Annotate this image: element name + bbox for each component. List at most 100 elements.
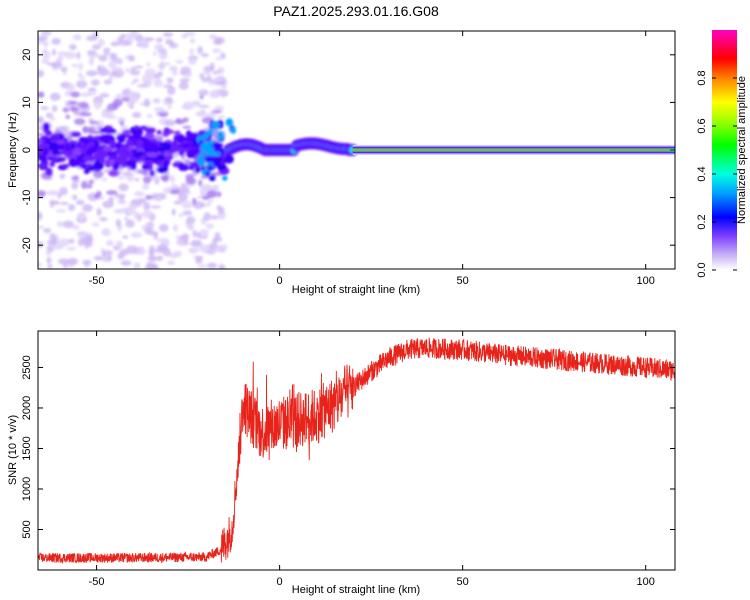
spectral-blob <box>52 145 59 153</box>
chart-title: PAZ1.2025.293.01.16.G08 <box>273 3 439 19</box>
noise-blob <box>49 116 56 121</box>
spectral-blob <box>141 163 149 170</box>
noise-blob <box>38 262 42 268</box>
noise-blob <box>141 210 153 219</box>
noise-blob <box>87 87 97 91</box>
noise-blob <box>46 250 52 257</box>
noise-blob <box>84 241 93 247</box>
noise-blob <box>178 193 188 202</box>
noise-blob <box>62 107 70 113</box>
noise-blob <box>188 58 197 65</box>
spectral-blob <box>70 143 76 149</box>
noise-blob <box>208 199 214 203</box>
noise-blob <box>103 168 111 173</box>
spectral-blob <box>50 138 58 143</box>
spectral-blob <box>204 156 215 162</box>
noise-blob <box>115 240 124 249</box>
noise-blob <box>151 192 157 201</box>
spectral-blob <box>45 130 52 137</box>
noise-blob <box>158 223 169 232</box>
x-tick-label: 0 <box>277 275 283 287</box>
noise-blob <box>216 191 222 198</box>
spectral-blob <box>176 133 185 143</box>
noise-blob <box>141 73 154 83</box>
noise-blob <box>96 207 102 217</box>
spectral-blob <box>212 151 221 157</box>
noise-blob <box>68 100 77 105</box>
noise-blob <box>156 255 164 262</box>
spectral-blob <box>83 169 90 175</box>
noise-blob <box>72 225 80 230</box>
spectral-blob <box>41 154 47 163</box>
noise-blob <box>86 49 97 55</box>
noise-blob <box>148 266 155 269</box>
noise-blob <box>218 264 226 269</box>
noise-blob <box>210 215 219 220</box>
noise-blob <box>200 77 211 83</box>
noise-blob <box>186 216 196 225</box>
noise-blob <box>202 195 211 201</box>
spectral-blob <box>199 151 205 161</box>
noise-blob <box>120 207 132 213</box>
noise-blob <box>102 250 113 256</box>
noise-blob <box>165 96 173 104</box>
noise-blob <box>188 221 194 230</box>
noise-blob <box>42 50 51 60</box>
spectral-blob <box>136 147 145 152</box>
spectral-blob <box>136 139 144 148</box>
spectral-blob <box>99 134 110 143</box>
noise-blob <box>49 200 60 204</box>
noise-blob <box>156 244 168 251</box>
noise-blob <box>57 51 69 56</box>
noise-blob <box>189 48 195 55</box>
noise-blob <box>116 200 127 205</box>
noise-blob <box>126 174 135 182</box>
noise-blob <box>101 228 112 237</box>
noise-blob <box>214 105 225 112</box>
noise-blob <box>199 244 211 254</box>
noise-blob <box>38 241 45 248</box>
noise-blob <box>82 204 93 212</box>
spectral-blob <box>159 141 167 146</box>
spectral-blob <box>174 130 181 136</box>
spectral-blob <box>83 138 91 144</box>
noise-blob <box>98 54 108 62</box>
spectral-blob <box>163 127 171 135</box>
spectral-blob <box>108 170 119 177</box>
noise-blob <box>47 189 60 196</box>
noise-blob <box>80 181 89 189</box>
spectral-blob <box>143 159 155 165</box>
spectral-blob <box>208 164 213 171</box>
noise-blob <box>164 119 176 127</box>
noise-blob <box>181 201 193 209</box>
noise-blob <box>158 50 168 60</box>
noise-blob <box>90 79 100 86</box>
spectral-blob <box>107 141 116 146</box>
noise-blob <box>80 92 91 98</box>
spectral-blob <box>65 150 74 157</box>
noise-blob <box>206 262 218 269</box>
noise-blob <box>173 250 183 258</box>
noise-blob <box>42 31 48 38</box>
noise-blob <box>38 211 43 221</box>
spectral-blob <box>207 128 214 135</box>
noise-blob <box>101 177 108 182</box>
noise-blob <box>157 62 166 70</box>
noise-blob <box>198 179 203 187</box>
noise-blob <box>147 255 157 262</box>
spectral-blob <box>163 151 172 157</box>
spectral-blob <box>230 127 237 134</box>
spectral-blob <box>210 121 221 128</box>
noise-blob <box>51 61 63 69</box>
noise-blob <box>71 182 79 190</box>
noise-blob <box>191 101 202 107</box>
noise-blob <box>76 51 81 60</box>
stable-tone-band <box>352 149 675 151</box>
noise-blob <box>115 209 122 214</box>
noise-blob <box>143 175 152 184</box>
x-tick-label: 100 <box>637 576 655 588</box>
noise-blob <box>125 67 131 73</box>
noise-blob <box>148 249 155 257</box>
spectral-blob <box>192 138 198 146</box>
y-tick-label: -10 <box>21 190 33 206</box>
